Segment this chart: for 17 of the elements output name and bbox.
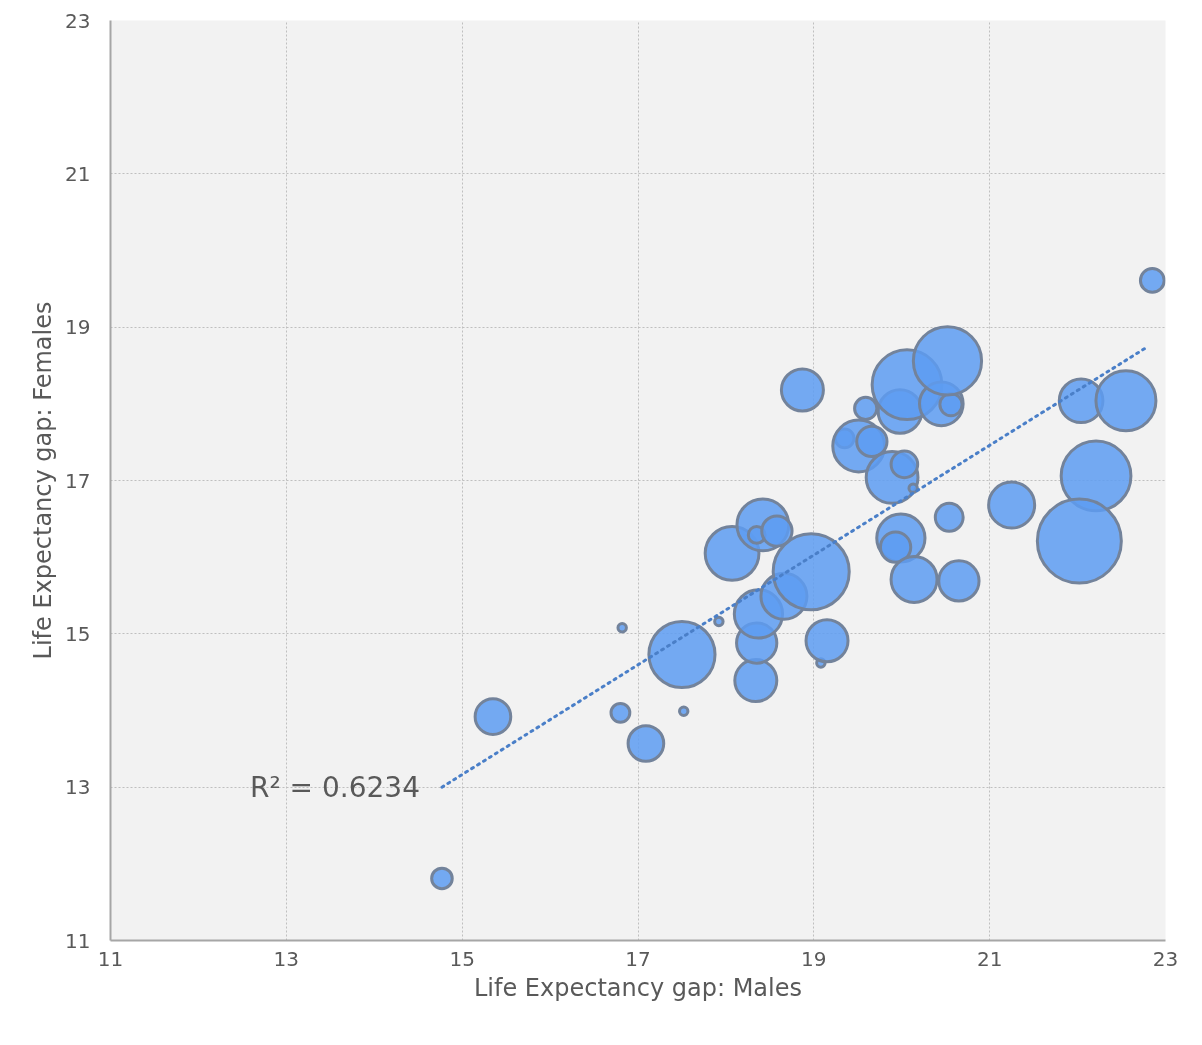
y-tick-label: 11 — [65, 928, 91, 953]
x-tick-label: 15 — [449, 946, 475, 971]
y-tick-label: 17 — [65, 468, 91, 493]
x-tick-label: 17 — [625, 946, 651, 971]
x-axis-title: Life Expectancy gap: Males — [473, 973, 803, 1002]
x-tick-label: 23 — [1152, 946, 1179, 971]
y-tick-label: 15 — [65, 621, 91, 646]
y-axis-title: Life Expectancy gap: Females — [29, 301, 58, 660]
x-tick-label: 21 — [976, 946, 1003, 971]
x-tick-label: 13 — [273, 946, 300, 971]
x-tick-label: 11 — [97, 946, 124, 971]
y-tick-label: 21 — [65, 161, 91, 186]
x-tick-label: 19 — [801, 946, 827, 971]
y-tick-label: 23 — [65, 8, 91, 33]
annotation: R² = 0.6234 — [250, 770, 420, 804]
y-tick-label: 13 — [65, 775, 91, 800]
y-tick-label: 19 — [65, 315, 91, 340]
